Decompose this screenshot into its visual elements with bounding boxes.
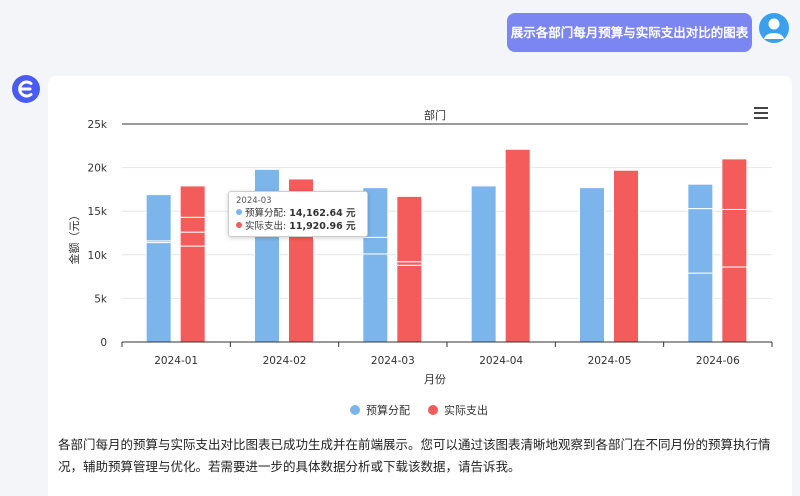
y-tick-label: 15k (88, 206, 108, 218)
bar-segment-budget (687, 272, 714, 343)
chart-menu-icon[interactable] (754, 107, 768, 119)
legend-label: 实际支出 (444, 403, 488, 417)
actual-dot-icon (236, 222, 242, 228)
bar-segment-budget (145, 194, 172, 242)
tooltip-row-actual: 实际支出: 11,920.96 元 (236, 220, 360, 233)
x-axis-title: 月份 (424, 373, 446, 386)
tooltip-title: 2024-03 (236, 196, 272, 206)
budget-dot-icon (236, 209, 242, 215)
bar-segment-actual (179, 231, 206, 247)
chart-legend[interactable]: 预算分配 实际支出 (350, 403, 488, 417)
user-message-bubble: 展示各部门每月预算与实际支出对比的图表 (507, 13, 752, 52)
x-tick-label: 2024-02 (263, 355, 307, 367)
tooltip-budget-value: 14,162.64 元 (289, 208, 356, 219)
bar-segment-actual (721, 208, 748, 268)
legend-marker (350, 405, 360, 415)
chart-title: 部门 (424, 108, 446, 122)
assistant-message-text: 各部门每月的预算与实际支出对比图表已成功生成并在前端展示。您可以通过该图表清晰地… (58, 437, 771, 474)
bar-segment-actual (396, 264, 423, 343)
bar-segment-budget (687, 208, 714, 274)
bar-segment-budget (470, 185, 497, 343)
legend-marker (428, 405, 438, 415)
y-tick-label: 20k (88, 163, 108, 175)
bar-segment-actual (179, 185, 206, 218)
x-tick-label: 2024-06 (696, 355, 740, 367)
bar-segment-actual (613, 169, 639, 343)
y-tick-label: 10k (88, 250, 108, 262)
y-tick-label: 0 (100, 337, 107, 349)
bar-segment-budget (687, 183, 714, 210)
bar-segment-budget (579, 187, 605, 343)
y-tick-label: 25k (88, 119, 108, 131)
bar-segment-actual (721, 158, 748, 210)
tooltip-actual-value: 11,920.96 元 (289, 221, 356, 232)
legend-label: 预算分配 (366, 403, 410, 417)
y-axis-title: 金额（元） (67, 210, 81, 265)
tooltip-row-budget: 预算分配: 14,162.64 元 (236, 207, 360, 220)
x-tick-label: 2024-01 (154, 355, 198, 367)
y-tick-label: 5k (94, 293, 108, 305)
bar-segment-actual (396, 195, 423, 263)
bar-segment-actual (179, 245, 206, 343)
x-tick-label: 2024-03 (371, 355, 415, 367)
bar-segment-budget (362, 253, 389, 343)
chart-title-group: 部门 (122, 108, 748, 125)
x-tick-label: 2024-04 (479, 355, 523, 367)
bar-segment-actual (396, 261, 423, 266)
user-avatar-icon[interactable] (759, 13, 789, 43)
bar-segment-actual (504, 148, 531, 343)
chart-gridlines (122, 167, 772, 299)
tooltip-budget-label: 预算分配: (245, 208, 290, 219)
assistant-logo-icon (12, 75, 40, 103)
tooltip-actual-label: 实际支出: (245, 221, 290, 232)
bar-segment-budget (362, 236, 389, 255)
x-tick-label: 2024-05 (588, 355, 632, 367)
bar-segment-actual (721, 266, 748, 343)
bar-segment-budget (145, 242, 172, 343)
bar-segment-actual (179, 216, 206, 233)
chart-bars (145, 148, 748, 343)
chart-tooltip: 2024-03 预算分配: 14,162.64 元 实际支出: 11,920.9… (228, 191, 368, 237)
